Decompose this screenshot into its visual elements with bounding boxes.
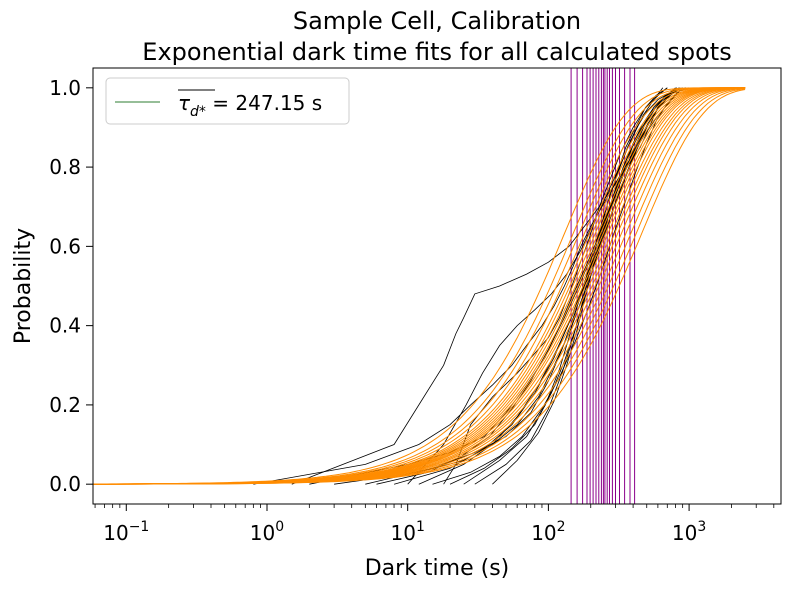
fit-curves-group <box>93 87 746 485</box>
y-tick-label-1: 0.2 <box>49 393 81 417</box>
x-tick-label-3: 102 <box>531 519 565 545</box>
empirical-series-2 <box>309 87 683 485</box>
plot-area <box>93 68 746 504</box>
x-axis-label: Dark time (s) <box>365 556 510 581</box>
axis-ticks: 10−1 100 101 102 103 0.0 0.2 0.4 0.6 0.8 1.0 <box>49 76 775 545</box>
chart-subtitle: Exponential dark time fits for all calcu… <box>142 38 731 66</box>
y-axis-label: Probability <box>11 228 36 344</box>
legend-value: = 247.15 s <box>206 91 322 115</box>
legend-tau-subscript: d* <box>190 104 206 120</box>
legend-tau-symbol: τ <box>178 91 191 115</box>
y-tick-label-2: 0.4 <box>49 314 81 338</box>
x-tick-label-0: 10−1 <box>103 519 149 545</box>
y-tick-label-5: 1.0 <box>49 76 81 100</box>
empirical-series-11 <box>376 87 682 485</box>
x-tick-label-2: 101 <box>391 519 425 545</box>
empirical-series-0 <box>253 87 676 485</box>
fit-curve-18 <box>93 88 746 485</box>
fit-curve-19 <box>93 89 746 485</box>
chart-title: Sample Cell, Calibration <box>293 7 581 35</box>
empirical-series-7 <box>463 87 687 485</box>
legend-label: τd* = 247.15 s <box>178 91 322 120</box>
x-tick-label-4: 103 <box>672 519 706 545</box>
plot-frame <box>92 67 782 505</box>
y-tick-label-4: 0.8 <box>49 155 81 179</box>
x-tick-label-1: 100 <box>250 519 284 545</box>
y-tick-label-0: 0.0 <box>49 472 81 496</box>
empirical-series-12 <box>393 87 678 485</box>
legend-box <box>105 77 350 125</box>
empirical-series-8 <box>474 87 668 485</box>
legend: τd* = 247.15 s <box>105 77 350 125</box>
empirical-series-5 <box>443 87 668 485</box>
fit-curve-11 <box>93 87 746 485</box>
y-tick-label-3: 0.6 <box>49 234 81 258</box>
